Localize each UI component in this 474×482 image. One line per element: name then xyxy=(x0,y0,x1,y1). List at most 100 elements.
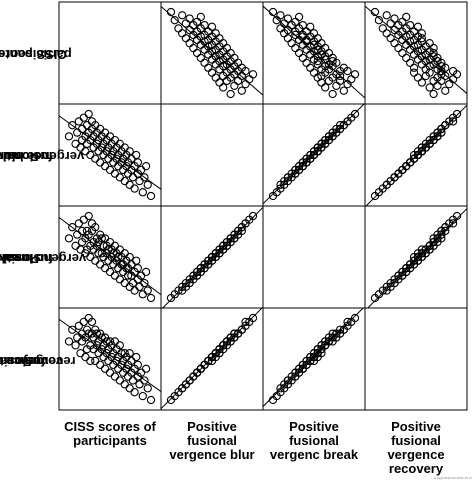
data-point xyxy=(350,70,360,79)
data-point xyxy=(294,12,304,22)
data-point xyxy=(77,124,87,134)
data-point xyxy=(207,356,217,366)
data-point xyxy=(130,388,139,397)
data-point xyxy=(115,173,124,182)
data-point xyxy=(287,39,296,48)
data-point xyxy=(185,25,194,35)
data-point xyxy=(143,384,152,393)
cell-r3-c2 xyxy=(262,307,366,411)
data-point xyxy=(133,360,143,370)
data-point xyxy=(211,29,220,38)
data-point xyxy=(306,352,315,362)
data-point xyxy=(74,117,83,126)
data-point xyxy=(91,154,100,163)
data-point xyxy=(386,19,395,28)
data-point xyxy=(437,234,446,243)
data-point xyxy=(237,71,246,81)
data-point xyxy=(378,24,387,33)
data-point xyxy=(268,395,278,405)
data-point xyxy=(130,286,139,295)
data-point xyxy=(294,364,304,373)
data-point xyxy=(291,43,300,53)
data-point xyxy=(79,215,88,224)
col-label-break: Positive fusional vergenc break xyxy=(269,419,359,462)
data-point xyxy=(226,89,235,99)
data-point xyxy=(339,63,348,72)
data-point xyxy=(178,286,187,295)
data-point xyxy=(189,43,198,53)
data-point xyxy=(140,278,149,288)
data-point xyxy=(298,364,307,373)
data-point xyxy=(429,89,438,99)
data-point xyxy=(328,89,337,99)
data-point xyxy=(110,169,120,178)
data-point xyxy=(445,80,454,89)
cell-r3-c1 xyxy=(160,307,264,411)
cell-r2-c3 xyxy=(364,205,468,309)
data-point xyxy=(125,384,134,393)
data-point xyxy=(96,158,105,167)
data-point xyxy=(77,226,87,236)
data-point xyxy=(146,191,156,201)
data-point xyxy=(390,39,399,48)
data-point xyxy=(82,226,92,236)
data-point xyxy=(73,128,82,137)
credit-text: cl-1ggh 2023-03-10/11 26 17 xyxy=(433,476,472,480)
data-point xyxy=(335,71,345,81)
data-point xyxy=(370,191,380,201)
data-point xyxy=(417,78,427,87)
data-point xyxy=(196,264,205,273)
data-point xyxy=(429,132,438,141)
data-point xyxy=(178,384,187,393)
data-point xyxy=(68,223,77,232)
data-point xyxy=(73,230,82,239)
data-point xyxy=(100,162,110,171)
data-point xyxy=(74,321,83,330)
data-point xyxy=(276,384,285,393)
data-point xyxy=(105,267,115,277)
data-point xyxy=(268,191,278,201)
data-point xyxy=(339,325,348,334)
data-point xyxy=(207,252,217,262)
data-point xyxy=(135,380,144,389)
data-point xyxy=(115,341,124,350)
data-point xyxy=(115,275,124,284)
data-point xyxy=(448,219,458,228)
data-point xyxy=(97,234,106,243)
data-point xyxy=(91,256,100,265)
data-point xyxy=(294,48,304,58)
data-point xyxy=(125,180,134,189)
data-point xyxy=(302,58,311,67)
data-point xyxy=(425,139,434,148)
data-point xyxy=(79,113,88,122)
data-point xyxy=(405,20,415,30)
data-point xyxy=(143,180,152,189)
data-point xyxy=(71,139,80,148)
data-point xyxy=(196,12,205,22)
data-point xyxy=(382,11,391,20)
data-point xyxy=(64,337,74,346)
data-point xyxy=(105,368,115,377)
data-point xyxy=(409,63,419,72)
data-point xyxy=(132,256,141,265)
data-point xyxy=(120,176,129,186)
data-point xyxy=(248,313,258,323)
data-point xyxy=(135,282,144,291)
data-point xyxy=(84,109,93,119)
data-point xyxy=(219,83,228,92)
data-point xyxy=(433,81,442,90)
data-point xyxy=(130,184,139,193)
data-point xyxy=(283,14,293,23)
data-point xyxy=(73,333,82,342)
data-point xyxy=(417,29,427,38)
data-point xyxy=(207,352,217,362)
data-point xyxy=(309,29,319,38)
data-point xyxy=(276,24,285,33)
data-point xyxy=(76,348,85,358)
data-point xyxy=(132,150,141,160)
cell-r3-c3 xyxy=(364,307,468,411)
data-point xyxy=(81,352,90,362)
data-point xyxy=(71,241,80,250)
data-point xyxy=(96,360,105,370)
